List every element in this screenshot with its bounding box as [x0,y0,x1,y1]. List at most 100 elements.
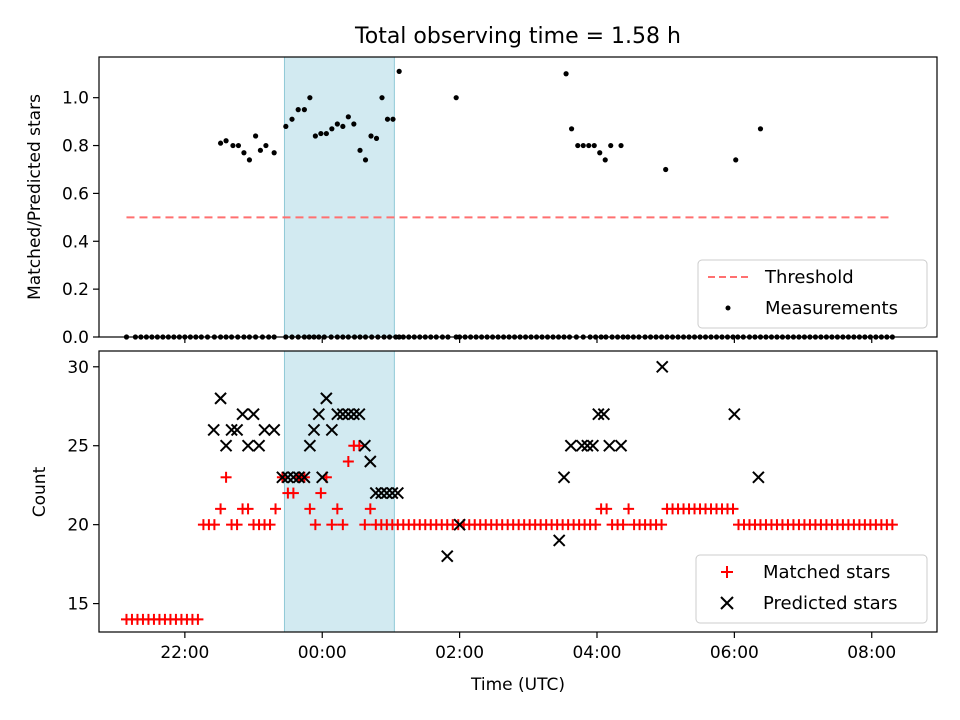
matched-star-point [590,519,602,531]
predicted-star-point [241,439,255,452]
predicted-star-stroke-b [575,439,589,452]
measurement-point [217,140,224,146]
predicted-star-point [614,439,628,452]
predicted-star-stroke-b [252,439,266,452]
predicted-star-point [656,360,669,373]
predicted-star-stroke-b [656,360,669,373]
measurement-point [323,130,329,137]
predicted-star-stroke-b [592,407,605,421]
predicted-star-point [320,392,333,405]
bottom-ytick-label: 20 [67,516,89,536]
measurement-point [312,133,318,139]
predicted-star-stroke-b [380,486,394,500]
matched-star-point [309,519,321,531]
measurement-point [733,157,739,163]
predicted-star-point [247,407,260,421]
matched-star-point [364,503,376,515]
predicted-star-point [292,471,306,484]
predicted-star-point [267,423,281,437]
bottom-xtick-label: 06:00 [710,643,759,663]
x-axis-label: Time (UTC) [470,675,565,695]
matched-star-point [359,519,371,531]
predicted-star-point [325,423,339,437]
predicted-star-point [207,423,220,437]
matched-star-point [304,503,316,515]
predicted-star-stroke-b [298,471,311,484]
measurement-point [591,142,597,149]
predicted-star-stroke-b [207,423,220,437]
measurement-point [373,135,380,141]
matched-star-point [656,519,668,531]
bottom-ytick-label: 15 [67,595,89,615]
predicted-star-point [219,439,233,452]
predicted-star-stroke-b [307,423,321,437]
predicted-star-stroke-b [553,534,566,547]
predicted-star-stroke-b [453,518,466,531]
predicted-star-stroke-b [325,423,339,437]
matched-star-point [264,519,276,531]
top-y-ticks: 0.0 0.2 0.4 0.6 0.8 1.0 [62,89,99,348]
predicted-star-point [592,407,605,421]
predicted-star-point [375,486,388,500]
predicted-star-point [342,407,355,421]
measurement-point [575,142,581,149]
predicted-star-stroke-b [752,471,765,484]
predicted-star-point [225,423,238,437]
predicted-star-point [236,407,249,421]
measurement-point [307,95,313,101]
measurement-point [283,123,289,130]
predicted-star-stroke-b [728,407,741,421]
bottom-axes-frame [98,350,938,633]
measurement-point [246,157,253,163]
matched-star-point [342,456,354,468]
predicted-star-point [386,486,399,500]
predicted-star-point [281,471,295,484]
matched-star-point [315,487,327,499]
predicted-star-stroke-b [303,439,317,452]
measurement-point [586,142,592,149]
predicted-star-stroke-b [287,471,300,484]
predicted-star-point [298,471,311,484]
top-ytick-label: 1.0 [62,89,89,109]
bottom-xtick-label: 00:00 [298,643,347,663]
measurement-point [580,142,586,149]
top-ytick-label: 0.8 [62,137,89,157]
predicted-star-stroke-b [219,439,233,452]
measurement-point [602,157,608,163]
matched-points [120,440,898,625]
bottom-y-ticks: 15 20 25 30 [67,358,99,615]
predicted-star-point [258,423,271,437]
observing-span-top [283,56,395,338]
measurement-point [618,142,624,149]
predicted-star-point [364,455,377,468]
predicted-star-point [581,439,594,452]
measurement-point [289,116,295,122]
predicted-star-stroke-b [342,407,355,421]
bottom-xtick-label: 08:00 [847,643,896,663]
measurement-point [329,126,335,132]
predicted-star-stroke-b [603,439,616,452]
predicted-star-stroke-b [386,486,399,500]
measurement-point [301,107,307,113]
legend-predicted-label: Predicted stars [763,593,897,614]
measurement-point [345,114,351,120]
predicted-star-stroke-b [614,439,628,452]
measurement-point [351,121,357,127]
legend-threshold-label: Threshold [764,267,854,288]
measurement-point [235,142,242,149]
measurement-point [257,147,264,153]
bottom-xtick-label: 02:00 [435,643,484,663]
predicted-star-point [252,439,266,452]
legend-measurements-label: Measurements [765,298,898,319]
top-axes-frame [98,56,938,338]
predicted-star-point [597,407,611,421]
matched-star-point [231,519,243,531]
measurement-point [271,150,277,156]
predicted-star-point [575,439,589,452]
measurement-point [318,130,324,137]
predicted-star-point [557,471,571,484]
predicted-star-point [603,439,616,452]
predicted-star-point [358,439,372,452]
bottom-x-ticks: 22:00 00:00 02:00 04:00 06:00 08:00 [160,632,896,663]
predicted-star-stroke-b [316,471,329,484]
